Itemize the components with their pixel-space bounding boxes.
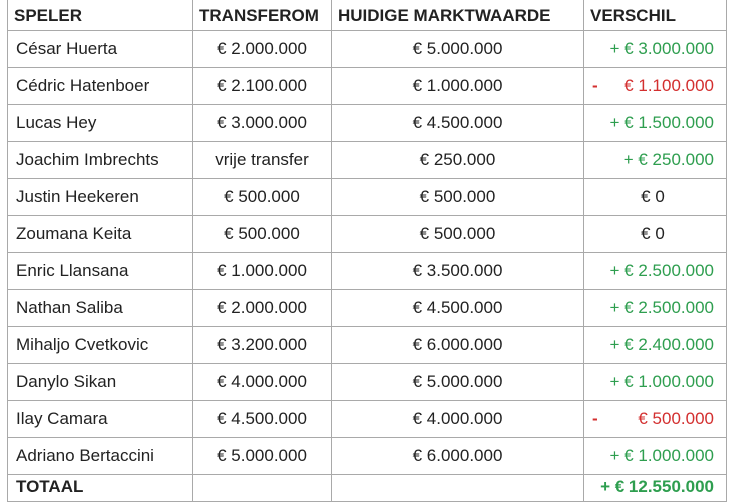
sign: + — [609, 372, 620, 391]
cell-speler: Enric Llansana — [7, 252, 193, 290]
cell-verschil: + € 1.000.000 — [583, 363, 727, 401]
cell-marktwaarde: € 5.000.000 — [331, 30, 584, 68]
cell-marktwaarde: € 1.000.000 — [331, 67, 584, 105]
table-row: Ilay Camara € 4.500.000 € 4.000.000 - € 5… — [7, 400, 727, 438]
total-label: TOTAAL — [7, 474, 193, 502]
cell-transferom: € 1.000.000 — [192, 252, 332, 290]
table-row: Lucas Hey € 3.000.000 € 4.500.000 + € 1.… — [7, 104, 727, 142]
transfer-table: SPELER TRANSFEROM HUIDIGE MARKTWAARDE VE… — [7, 0, 727, 502]
cell-transferom: € 500.000 — [192, 215, 332, 253]
cell-speler: Cédric Hatenboer — [7, 67, 193, 105]
amount: € 250.000 — [638, 150, 714, 169]
cell-verschil: + € 2.500.000 — [583, 252, 727, 290]
cell-verschil: € 0 — [583, 178, 727, 216]
cell-verschil: + € 1.500.000 — [583, 104, 727, 142]
table-row: Justin Heekeren € 500.000 € 500.000 € 0 — [7, 178, 727, 216]
cell-speler: Zoumana Keita — [7, 215, 193, 253]
cell-verschil: + € 1.000.000 — [583, 437, 727, 475]
cell-verschil: € 0 — [583, 215, 727, 253]
cell-verschil: + € 2.400.000 — [583, 326, 727, 364]
total-empty — [331, 474, 584, 502]
sign: + — [609, 113, 620, 132]
cell-marktwaarde: € 3.500.000 — [331, 252, 584, 290]
cell-marktwaarde: € 500.000 — [331, 178, 584, 216]
total-empty — [192, 474, 332, 502]
sign: + — [623, 150, 634, 169]
cell-speler: Danylo Sikan — [7, 363, 193, 401]
amount: € 0 — [641, 224, 665, 243]
amount: € 2.400.000 — [624, 335, 714, 354]
total-verschil: + € 12.550.000 — [583, 474, 727, 502]
cell-verschil: - € 500.000 — [583, 400, 727, 438]
table-row: Joachim Imbrechts vrije transfer € 250.0… — [7, 141, 727, 179]
amount: € 3.000.000 — [624, 39, 714, 58]
amount: € 12.550.000 — [614, 477, 714, 496]
header-row: SPELER TRANSFEROM HUIDIGE MARKTWAARDE VE… — [7, 0, 727, 31]
cell-marktwaarde: € 5.000.000 — [331, 363, 584, 401]
cell-speler: César Huerta — [7, 30, 193, 68]
cell-speler: Nathan Saliba — [7, 289, 193, 327]
sign: + — [609, 335, 620, 354]
sign: - — [592, 409, 598, 428]
cell-marktwaarde: € 500.000 — [331, 215, 584, 253]
sign: + — [609, 298, 620, 317]
cell-marktwaarde: € 250.000 — [331, 141, 584, 179]
cell-marktwaarde: € 6.000.000 — [331, 437, 584, 475]
amount: € 2.500.000 — [624, 298, 714, 317]
table-row: Danylo Sikan € 4.000.000 € 5.000.000 + €… — [7, 363, 727, 401]
amount: € 500.000 — [638, 409, 714, 428]
cell-verschil: + € 2.500.000 — [583, 289, 727, 327]
cell-marktwaarde: € 4.500.000 — [331, 289, 584, 327]
cell-speler: Justin Heekeren — [7, 178, 193, 216]
cell-transferom: € 4.000.000 — [192, 363, 332, 401]
sign: + — [609, 261, 620, 280]
amount: € 2.500.000 — [624, 261, 714, 280]
cell-transferom: € 2.000.000 — [192, 289, 332, 327]
cell-speler: Ilay Camara — [7, 400, 193, 438]
cell-transferom: € 5.000.000 — [192, 437, 332, 475]
cell-speler: Adriano Bertaccini — [7, 437, 193, 475]
amount: € 0 — [641, 187, 665, 206]
header-transferom: TRANSFEROM — [192, 0, 332, 31]
cell-transferom: € 4.500.000 — [192, 400, 332, 438]
amount: € 1.000.000 — [624, 446, 714, 465]
table-row: Mihaljo Cvetkovic € 3.200.000 € 6.000.00… — [7, 326, 727, 364]
cell-transferom: € 2.100.000 — [192, 67, 332, 105]
table-row: Adriano Bertaccini € 5.000.000 € 6.000.0… — [7, 437, 727, 475]
sign: + — [600, 477, 610, 496]
cell-verschil: + € 250.000 — [583, 141, 727, 179]
cell-speler: Mihaljo Cvetkovic — [7, 326, 193, 364]
cell-transferom: vrije transfer — [192, 141, 332, 179]
cell-marktwaarde: € 6.000.000 — [331, 326, 584, 364]
sign: + — [609, 39, 620, 58]
cell-verschil: + € 3.000.000 — [583, 30, 727, 68]
header-verschil: VERSCHIL — [583, 0, 727, 31]
cell-marktwaarde: € 4.000.000 — [331, 400, 584, 438]
cell-transferom: € 3.000.000 — [192, 104, 332, 142]
amount: € 1.500.000 — [624, 113, 714, 132]
table-row: César Huerta € 2.000.000 € 5.000.000 + €… — [7, 30, 727, 68]
header-marktwaarde: HUIDIGE MARKTWAARDE — [331, 0, 584, 31]
table-row: Cédric Hatenboer € 2.100.000 € 1.000.000… — [7, 67, 727, 105]
table-row: Zoumana Keita € 500.000 € 500.000 € 0 — [7, 215, 727, 253]
cell-speler: Lucas Hey — [7, 104, 193, 142]
total-row: TOTAAL + € 12.550.000 — [7, 474, 727, 502]
cell-verschil: - € 1.100.000 — [583, 67, 727, 105]
cell-transferom: € 500.000 — [192, 178, 332, 216]
cell-speler: Joachim Imbrechts — [7, 141, 193, 179]
cell-transferom: € 3.200.000 — [192, 326, 332, 364]
cell-marktwaarde: € 4.500.000 — [331, 104, 584, 142]
sign: - — [592, 76, 598, 95]
header-speler: SPELER — [7, 0, 193, 31]
cell-transferom: € 2.000.000 — [192, 30, 332, 68]
table-row: Enric Llansana € 1.000.000 € 3.500.000 +… — [7, 252, 727, 290]
sign: + — [609, 446, 620, 465]
amount: € 1.000.000 — [624, 372, 714, 391]
table-row: Nathan Saliba € 2.000.000 € 4.500.000 + … — [7, 289, 727, 327]
amount: € 1.100.000 — [624, 76, 714, 95]
